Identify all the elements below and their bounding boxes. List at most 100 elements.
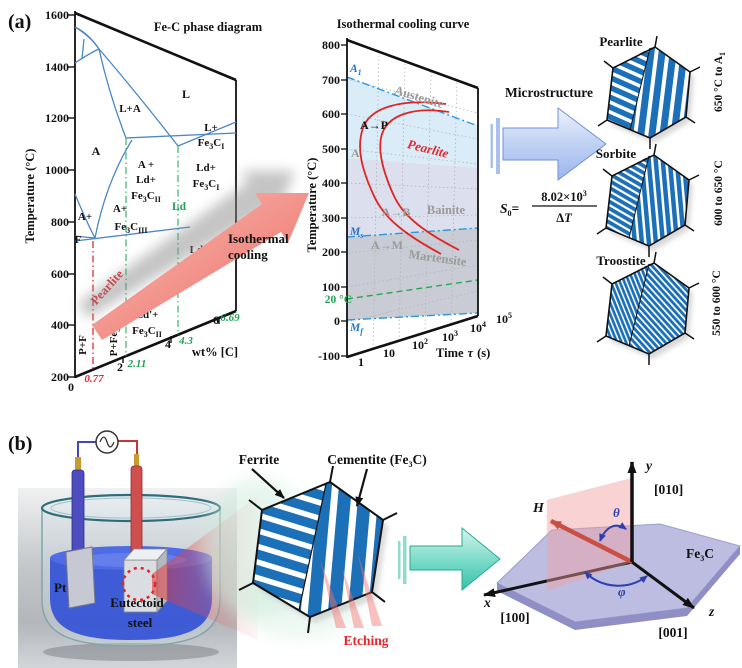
- eq-lhs: S0=: [500, 201, 519, 218]
- colony-boundary: [629, 47, 651, 131]
- label-etching: Etching: [343, 633, 388, 648]
- label-y: y: [644, 458, 653, 473]
- sorbite-temp-range: 600 to 650 °C: [713, 160, 725, 226]
- xtick-10000: 104: [470, 320, 486, 335]
- ytick: 1200: [45, 111, 69, 125]
- arrow-bar: [403, 536, 407, 584]
- label-A-to-M: A→M: [371, 238, 403, 252]
- ytick: -100: [318, 349, 340, 363]
- ytick: 400: [322, 176, 340, 190]
- phase-frame-top: [74, 11, 237, 82]
- colony-boundary: [298, 483, 327, 611]
- ttt-curves: [359, 101, 460, 255]
- ttt-y-tickmarks: [341, 44, 347, 357]
- region-ALdFe3C-1: A +: [138, 159, 154, 171]
- ytick: 300: [322, 211, 340, 225]
- microstructure-sorbite: Sorbite 600 to 650 °C: [596, 143, 725, 257]
- cementite-pointer-arrow: [355, 468, 369, 507]
- label-A1: A1: [349, 63, 362, 77]
- ytick: 200: [322, 245, 340, 259]
- xtick: 2: [117, 360, 123, 374]
- phase-x-tick-labels: 0 2 4 6: [68, 313, 219, 394]
- arrow-shadow: [78, 171, 295, 318]
- phi-arc: [584, 571, 648, 587]
- region-LFe3C-2: Fe3CI: [198, 137, 225, 151]
- grain-tails: [238, 465, 398, 634]
- label-A-to-P: A→P: [360, 118, 388, 132]
- ttt-title: Isothermal cooling curve: [337, 17, 470, 31]
- line-20C: [347, 279, 478, 300]
- cooling-label-1: Isothermal: [228, 231, 289, 246]
- x-axis: [483, 560, 633, 597]
- line-Mf: [347, 312, 478, 321]
- ytick: 1000: [45, 163, 69, 177]
- region-ALdFe3C-3: Fe3CII: [131, 190, 161, 204]
- equation-S0: S0= 8.02×103 ΔT: [500, 189, 597, 225]
- label-A-region: A: [351, 146, 360, 160]
- pearlite-temp-range: 650 °C to A1: [713, 52, 727, 112]
- ttt-chart: Isothermal cooling curve Temperature (°C…: [305, 17, 512, 369]
- label-eutectoid: Eutectoid: [110, 595, 164, 610]
- grain-outline: [605, 154, 690, 247]
- panel-b-tag: (b): [8, 433, 32, 455]
- arrow-bar: [496, 118, 500, 174]
- ttt-bands: [347, 51, 478, 350]
- region-F: F: [75, 234, 82, 246]
- microstructure-pearlite: Pearlite 650 °C to A1: [597, 34, 727, 149]
- ttt-y-axis-label: Temperature (°C): [305, 158, 319, 253]
- grain-tails: [596, 143, 700, 257]
- region-PLdFe3C-3: Fe3CII: [132, 325, 162, 339]
- panel-b: (b) Pt Eutectoid steel: [8, 430, 741, 668]
- wire-right: [118, 440, 138, 459]
- theta-arc: [599, 522, 627, 542]
- region-LFe3C-1: L+: [204, 122, 218, 134]
- region-LdFe3C-2: Fe3CI: [193, 178, 220, 192]
- ytick: 800: [322, 38, 340, 52]
- ttt-y-tick-labels: 800 700 600 500 400 300 200 100 0 -100: [318, 38, 340, 363]
- xtick-10: 10: [383, 346, 395, 360]
- colony-left: [253, 484, 326, 610]
- sorbite-left-colony: [606, 156, 649, 238]
- ttt-frame-bottom: [346, 314, 479, 359]
- h-field-vector: [549, 518, 634, 565]
- phase-y-tick-labels: 1600 1400 1200 1000 800 600 400 200: [45, 8, 69, 384]
- arrow-body: [502, 107, 607, 181]
- region-Ld: Ld: [172, 201, 187, 213]
- grain-tails: [596, 251, 700, 365]
- comp-077: 0.77: [84, 373, 104, 385]
- colony-boundary: [628, 155, 650, 239]
- comp-669: 6.69: [220, 312, 240, 324]
- label-pt: Pt: [54, 580, 67, 595]
- region-LA: L+A: [119, 103, 141, 115]
- pearlite-name: Pearlite: [599, 34, 643, 49]
- label-20C: 20 °C: [325, 294, 352, 306]
- eq-denominator: ΔT: [556, 211, 573, 225]
- ytick: 0: [334, 314, 340, 328]
- sorbite-name: Sorbite: [596, 146, 637, 161]
- blue-arrow: [490, 107, 607, 181]
- phase-y-axis-label: Temperature (°C): [23, 149, 37, 244]
- label-100: [100]: [500, 610, 529, 625]
- arrow-body: [409, 526, 501, 592]
- grain-outline: [605, 262, 690, 355]
- ytick: 700: [322, 73, 340, 87]
- xtick-100: 102: [412, 337, 428, 352]
- label-H: H: [532, 501, 545, 516]
- troostite-name: Troostite: [596, 253, 646, 268]
- region-LdFe3C-1: Ld+: [196, 162, 216, 174]
- ytick: 1400: [45, 60, 69, 74]
- pt-plate: [65, 546, 96, 609]
- xtick-1: 1: [358, 355, 364, 369]
- line-A1: [347, 76, 478, 127]
- ttt-x-axis-label: Time τ (s): [436, 346, 490, 360]
- ytick: 1600: [45, 8, 69, 22]
- ytick: 500: [322, 142, 340, 156]
- label-A-to-B: A→B: [382, 205, 411, 219]
- region-A: A: [92, 144, 101, 158]
- phase-composition-labels: 0.77 2.11 4.3 6.69: [84, 312, 240, 385]
- label-Ms: Ms: [349, 226, 363, 240]
- xtick: 6: [213, 313, 219, 327]
- phase-boundary-lines: [74, 26, 237, 242]
- label-bainite: Bainite: [427, 203, 466, 217]
